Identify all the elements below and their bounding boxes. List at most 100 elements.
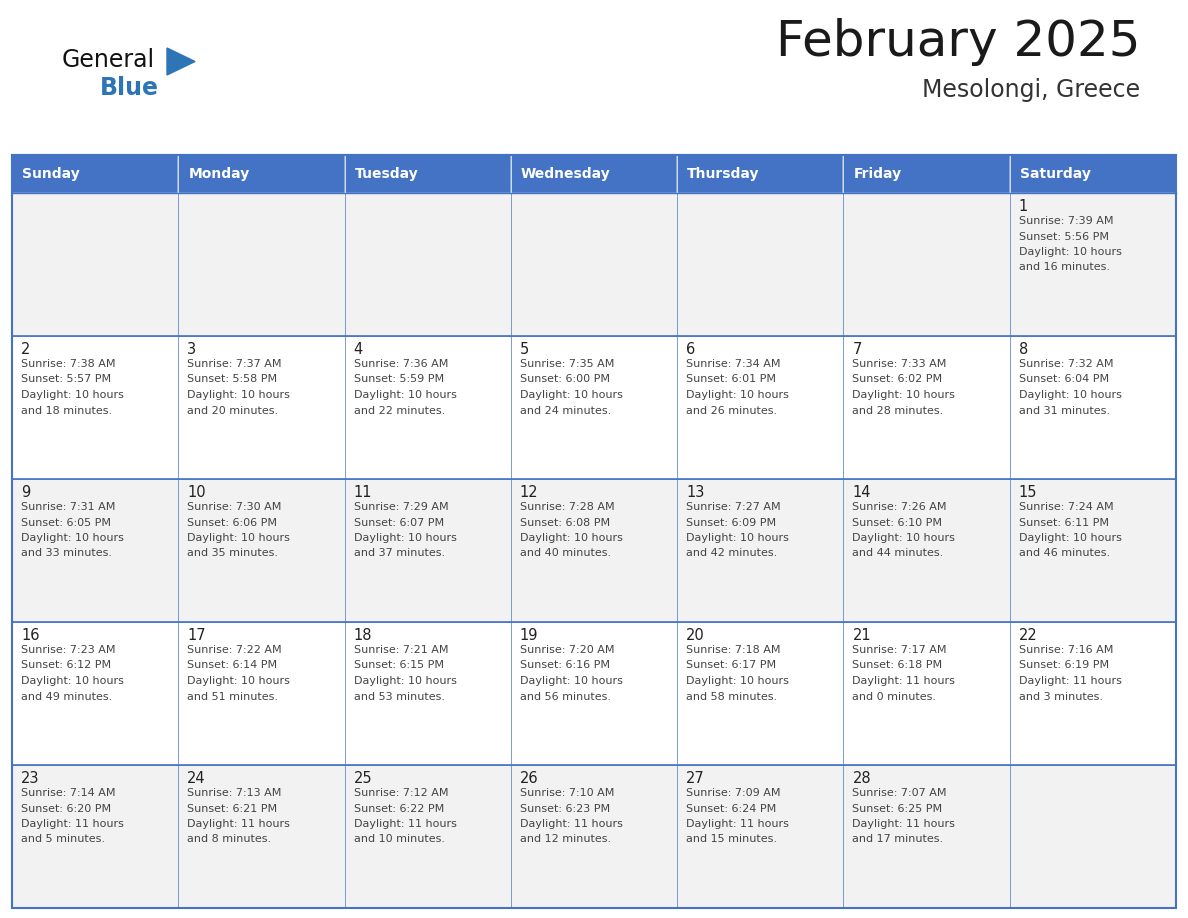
Text: Sunrise: 7:37 AM: Sunrise: 7:37 AM (188, 359, 282, 369)
Text: Sunrise: 7:07 AM: Sunrise: 7:07 AM (853, 788, 947, 798)
Text: Sunrise: 7:32 AM: Sunrise: 7:32 AM (1019, 359, 1113, 369)
Text: Sunrise: 7:22 AM: Sunrise: 7:22 AM (188, 645, 282, 655)
Bar (178, 479, 345, 622)
Text: Sunset: 6:07 PM: Sunset: 6:07 PM (354, 518, 443, 528)
Text: Daylight: 11 hours: Daylight: 11 hours (520, 819, 623, 829)
Text: 13: 13 (687, 485, 704, 500)
Text: Sunrise: 7:21 AM: Sunrise: 7:21 AM (354, 645, 448, 655)
Text: 3: 3 (188, 342, 196, 357)
Text: Daylight: 10 hours: Daylight: 10 hours (1019, 390, 1121, 400)
Text: Sunrise: 7:34 AM: Sunrise: 7:34 AM (687, 359, 781, 369)
Text: and 53 minutes.: and 53 minutes. (354, 691, 444, 701)
Text: Daylight: 10 hours: Daylight: 10 hours (354, 390, 456, 400)
Text: Sunrise: 7:28 AM: Sunrise: 7:28 AM (520, 502, 614, 512)
Text: Sunset: 6:10 PM: Sunset: 6:10 PM (853, 518, 942, 528)
Text: and 20 minutes.: and 20 minutes. (188, 406, 278, 416)
Text: and 10 minutes.: and 10 minutes. (354, 834, 444, 845)
Text: and 35 minutes.: and 35 minutes. (188, 548, 278, 558)
Text: 7: 7 (853, 342, 861, 357)
Text: Sunset: 6:11 PM: Sunset: 6:11 PM (1019, 518, 1108, 528)
Text: Sunset: 6:20 PM: Sunset: 6:20 PM (21, 803, 112, 813)
Text: Sunrise: 7:10 AM: Sunrise: 7:10 AM (520, 788, 614, 798)
Bar (677, 622, 843, 765)
Text: 18: 18 (354, 628, 372, 643)
Text: and 31 minutes.: and 31 minutes. (1019, 406, 1110, 416)
Bar (12, 155, 1176, 908)
Text: and 18 minutes.: and 18 minutes. (21, 406, 112, 416)
Text: 5: 5 (520, 342, 529, 357)
Bar (1010, 155, 1176, 193)
Bar (12, 622, 178, 765)
Text: Sunset: 6:21 PM: Sunset: 6:21 PM (188, 803, 278, 813)
Text: Wednesday: Wednesday (520, 167, 611, 181)
Text: Daylight: 10 hours: Daylight: 10 hours (853, 533, 955, 543)
Text: Tuesday: Tuesday (354, 167, 418, 181)
Text: 15: 15 (1019, 485, 1037, 500)
Text: Daylight: 11 hours: Daylight: 11 hours (687, 819, 789, 829)
Text: Sunset: 5:59 PM: Sunset: 5:59 PM (354, 375, 443, 385)
Text: 14: 14 (853, 485, 871, 500)
Text: Daylight: 10 hours: Daylight: 10 hours (354, 533, 456, 543)
Text: and 58 minutes.: and 58 minutes. (687, 691, 777, 701)
Bar (677, 765, 843, 908)
Text: and 15 minutes.: and 15 minutes. (687, 834, 777, 845)
Bar (843, 336, 1010, 479)
Text: Sunset: 6:19 PM: Sunset: 6:19 PM (1019, 660, 1108, 670)
Bar (178, 193, 345, 336)
Text: Sunrise: 7:27 AM: Sunrise: 7:27 AM (687, 502, 781, 512)
Text: 16: 16 (21, 628, 39, 643)
Text: Sunrise: 7:39 AM: Sunrise: 7:39 AM (1019, 216, 1113, 226)
Text: Sunday: Sunday (23, 167, 80, 181)
Text: Sunset: 5:57 PM: Sunset: 5:57 PM (21, 375, 112, 385)
Text: 21: 21 (853, 628, 871, 643)
Bar (12, 479, 178, 622)
Text: Sunset: 6:14 PM: Sunset: 6:14 PM (188, 660, 278, 670)
Text: Daylight: 10 hours: Daylight: 10 hours (188, 676, 290, 686)
Text: Sunset: 6:23 PM: Sunset: 6:23 PM (520, 803, 609, 813)
Text: General: General (62, 48, 156, 72)
Bar (677, 193, 843, 336)
Bar (345, 622, 511, 765)
Text: Daylight: 10 hours: Daylight: 10 hours (188, 533, 290, 543)
Text: and 8 minutes.: and 8 minutes. (188, 834, 271, 845)
Text: Sunrise: 7:20 AM: Sunrise: 7:20 AM (520, 645, 614, 655)
Text: 23: 23 (21, 771, 39, 786)
Text: Sunset: 6:12 PM: Sunset: 6:12 PM (21, 660, 112, 670)
Bar (178, 622, 345, 765)
Polygon shape (168, 48, 195, 75)
Text: Daylight: 10 hours: Daylight: 10 hours (21, 533, 124, 543)
Text: Sunset: 5:58 PM: Sunset: 5:58 PM (188, 375, 278, 385)
Text: and 26 minutes.: and 26 minutes. (687, 406, 777, 416)
Bar (12, 193, 178, 336)
Text: and 56 minutes.: and 56 minutes. (520, 691, 611, 701)
Text: 8: 8 (1019, 342, 1028, 357)
Text: Sunrise: 7:23 AM: Sunrise: 7:23 AM (21, 645, 115, 655)
Text: Sunset: 6:22 PM: Sunset: 6:22 PM (354, 803, 444, 813)
Bar (345, 155, 511, 193)
Text: Sunset: 6:04 PM: Sunset: 6:04 PM (1019, 375, 1108, 385)
Text: and 12 minutes.: and 12 minutes. (520, 834, 611, 845)
Text: and 22 minutes.: and 22 minutes. (354, 406, 444, 416)
Text: 20: 20 (687, 628, 704, 643)
Text: Saturday: Saturday (1019, 167, 1091, 181)
Text: Sunset: 6:24 PM: Sunset: 6:24 PM (687, 803, 777, 813)
Text: and 3 minutes.: and 3 minutes. (1019, 691, 1102, 701)
Bar (1010, 765, 1176, 908)
Text: Sunrise: 7:38 AM: Sunrise: 7:38 AM (21, 359, 115, 369)
Bar (178, 155, 345, 193)
Bar (511, 193, 677, 336)
Bar (12, 336, 178, 479)
Text: and 17 minutes.: and 17 minutes. (853, 834, 943, 845)
Bar (345, 336, 511, 479)
Text: 24: 24 (188, 771, 206, 786)
Bar (511, 479, 677, 622)
Text: Sunset: 6:02 PM: Sunset: 6:02 PM (853, 375, 942, 385)
Bar (677, 479, 843, 622)
Text: Daylight: 10 hours: Daylight: 10 hours (21, 676, 124, 686)
Text: Sunrise: 7:12 AM: Sunrise: 7:12 AM (354, 788, 448, 798)
Bar (178, 336, 345, 479)
Text: Daylight: 10 hours: Daylight: 10 hours (520, 676, 623, 686)
Text: Monday: Monday (188, 167, 249, 181)
Bar (1010, 193, 1176, 336)
Text: Daylight: 11 hours: Daylight: 11 hours (853, 676, 955, 686)
